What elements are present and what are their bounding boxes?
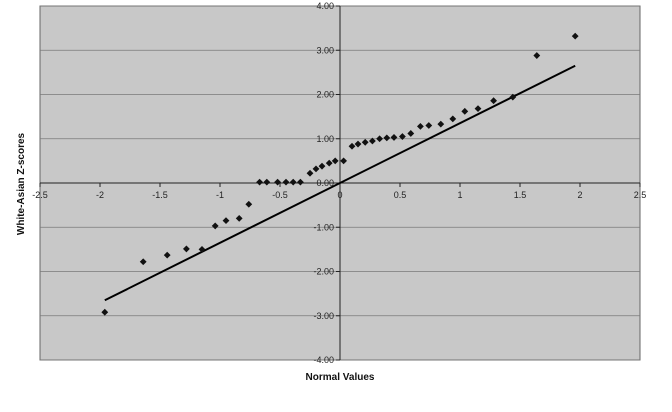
- data-point: [407, 130, 415, 137]
- x-tick-label: 1: [457, 190, 462, 200]
- trendline-group: [104, 64, 576, 302]
- data-point: [425, 122, 433, 129]
- x-axis-title: Normal Values: [306, 372, 375, 383]
- data-point: [297, 178, 304, 186]
- data-point: [222, 217, 230, 225]
- y-tick-labels: -4.00 -3.00 -2.00 -1.00 0.00 1.00 2.00 3.00 4.00: [313, 1, 334, 365]
- data-point: [348, 142, 356, 150]
- data-point: [306, 169, 314, 177]
- x-tick-label: -1.5: [152, 190, 168, 200]
- y-tick-label: -3.00: [313, 311, 334, 321]
- data-point: [274, 178, 281, 186]
- x-tick-labels: -2.5 -2 -1.5 -1 -0.5 0 0.5 1 1.5 2 2.5: [32, 190, 646, 200]
- y-tick-label: -1.00: [313, 222, 334, 232]
- y-tick-label: 3.00: [316, 45, 334, 55]
- data-point: [390, 134, 398, 141]
- x-tick-label: 1.5: [514, 190, 527, 200]
- data-points: [101, 32, 579, 316]
- data-point: [399, 133, 406, 140]
- data-point: [361, 138, 369, 146]
- y-tick-label: 1.00: [316, 134, 334, 144]
- data-point: [474, 105, 482, 113]
- x-tick-label: 0.5: [394, 190, 407, 200]
- data-point: [312, 165, 320, 173]
- data-point: [376, 135, 383, 143]
- x-tick-label: 0: [337, 190, 342, 200]
- data-point: [533, 52, 541, 59]
- y-tick-label: 2.00: [316, 90, 334, 100]
- data-point: [282, 178, 290, 186]
- data-point: [256, 178, 263, 186]
- y-tick-label: 4.00: [316, 1, 334, 11]
- data-point: [490, 97, 497, 105]
- x-tick-label: 2.5: [634, 190, 647, 200]
- data-point: [571, 32, 579, 40]
- data-point: [354, 140, 362, 148]
- y-tick-label: 0.00: [316, 178, 334, 188]
- data-point: [198, 245, 206, 253]
- data-point: [340, 157, 347, 165]
- data-point: [183, 245, 190, 253]
- x-tick-label: -1: [216, 190, 224, 200]
- data-point: [101, 308, 109, 316]
- data-point: [318, 162, 326, 170]
- data-point: [383, 134, 391, 142]
- data-point: [289, 178, 297, 186]
- y-tick-label: -2.00: [313, 267, 334, 277]
- data-point: [417, 122, 424, 130]
- data-point: [245, 200, 253, 208]
- x-tick-label: 2: [577, 190, 582, 200]
- data-point: [509, 93, 517, 101]
- data-point: [211, 222, 219, 230]
- data-point: [331, 157, 339, 165]
- y-axis-title: White-Asian Z-scores: [16, 132, 27, 235]
- data-point: [437, 120, 445, 128]
- x-tick-label: -0.5: [272, 190, 288, 200]
- data-point: [139, 258, 147, 266]
- y-tick-label: -4.00: [313, 355, 334, 365]
- data-point: [163, 251, 171, 259]
- x-tick-label: -2.5: [32, 190, 48, 200]
- x-tick-label: -2: [96, 190, 104, 200]
- data-point: [325, 159, 333, 167]
- data-point: [449, 115, 457, 123]
- data-point: [235, 215, 243, 222]
- trendline: [104, 64, 576, 302]
- data-point: [461, 107, 469, 115]
- data-point: [369, 137, 376, 145]
- data-point: [263, 178, 271, 186]
